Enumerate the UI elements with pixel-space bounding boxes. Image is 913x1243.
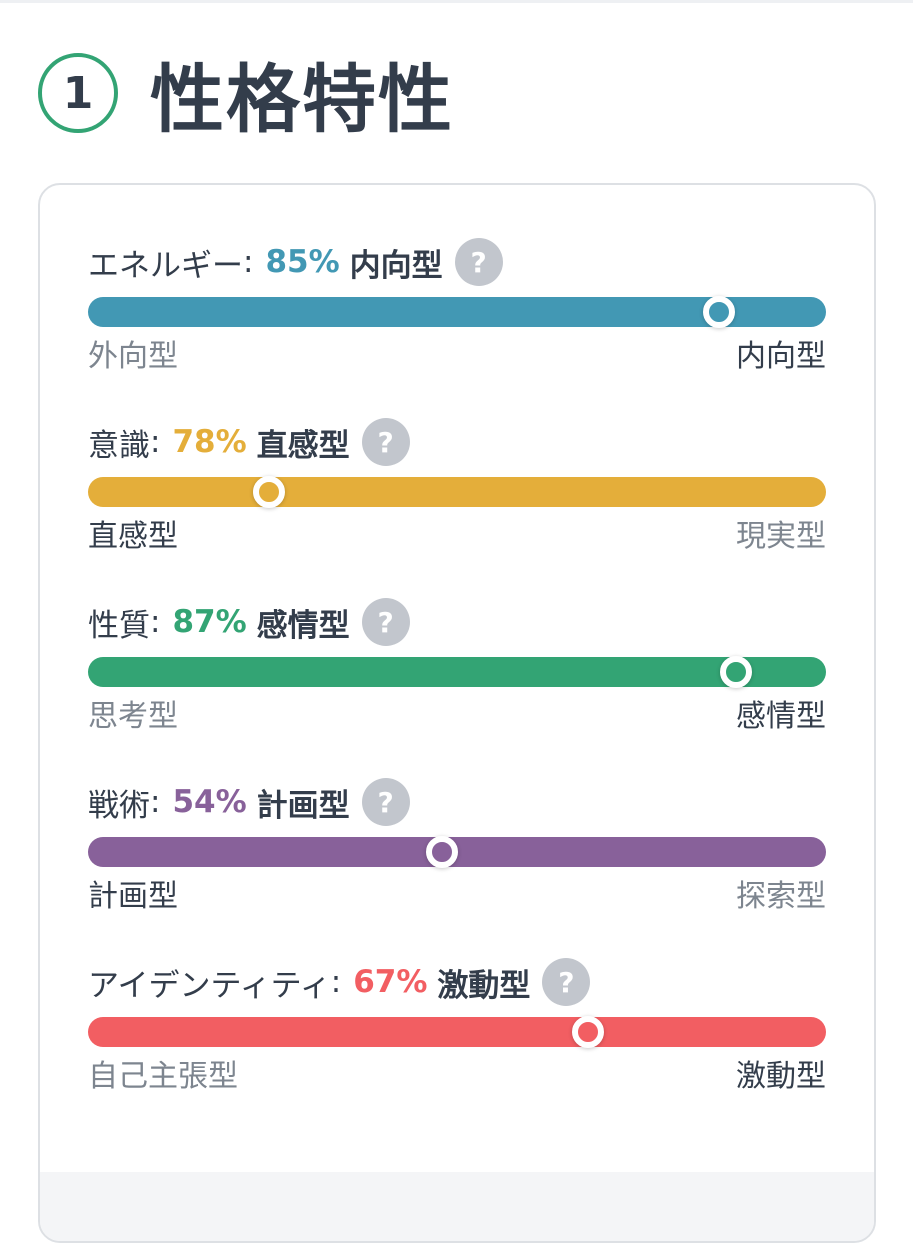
question-mark-icon[interactable]: ? bbox=[361, 598, 410, 646]
trait-bar bbox=[88, 656, 826, 688]
right-pole-label: 感情型 bbox=[736, 699, 826, 734]
trait-heading: アイデンティティ: 67% 激動型 ? bbox=[88, 957, 591, 1007]
trait-name: 戦術 bbox=[88, 787, 150, 824]
question-mark-icon[interactable]: ? bbox=[361, 778, 410, 826]
left-pole-label: 外向型 bbox=[88, 339, 178, 374]
trait-colon: : bbox=[330, 964, 342, 1000]
trait-result: 計画型 bbox=[256, 787, 350, 824]
trait-nature: 性質: 87% 感情型 ? 思考型 感情型 bbox=[88, 597, 826, 757]
trait-mind: 意識: 78% 直感型 ? 直感型 現実型 bbox=[88, 417, 826, 577]
trait-knob[interactable] bbox=[252, 476, 285, 508]
trait-colon: : bbox=[243, 244, 254, 280]
right-pole-label: 内向型 bbox=[736, 339, 826, 374]
trait-bar bbox=[88, 1016, 826, 1048]
trait-heading: 戦術: 54% 計画型 ? bbox=[88, 777, 410, 827]
trait-name: 意識 bbox=[88, 427, 150, 464]
trait-bar bbox=[88, 836, 826, 868]
question-mark-icon[interactable]: ? bbox=[361, 418, 410, 466]
right-pole-label: 探索型 bbox=[736, 879, 826, 914]
right-pole-label: 激動型 bbox=[736, 1059, 826, 1094]
trait-percent: 67% bbox=[353, 964, 428, 1000]
trait-knob[interactable] bbox=[719, 656, 752, 688]
trait-name: 性質 bbox=[88, 607, 150, 644]
trait-colon: : bbox=[150, 784, 161, 820]
trait-name: エネルギー bbox=[88, 247, 243, 284]
trait-heading: 意識: 78% 直感型 ? bbox=[88, 417, 410, 467]
step-number-badge: 1 bbox=[38, 53, 118, 133]
trait-knob[interactable] bbox=[426, 836, 459, 868]
trait-name: アイデンティティ bbox=[88, 967, 331, 1004]
top-divider bbox=[0, 0, 913, 3]
question-mark-icon[interactable]: ? bbox=[542, 958, 591, 1006]
left-pole-label: 計画型 bbox=[88, 879, 178, 914]
trait-result: 感情型 bbox=[256, 607, 350, 644]
trait-identity: アイデンティティ: 67% 激動型 ? 自己主張型 激動型 bbox=[88, 957, 826, 1117]
trait-percent: 87% bbox=[172, 604, 247, 640]
trait-knob[interactable] bbox=[702, 296, 735, 328]
question-mark-icon[interactable]: ? bbox=[454, 238, 503, 286]
trait-result: 内向型 bbox=[349, 247, 443, 284]
left-pole-label: 自己主張型 bbox=[88, 1059, 238, 1094]
left-pole-label: 直感型 bbox=[88, 519, 178, 554]
trait-percent: 78% bbox=[172, 424, 247, 460]
trait-bar bbox=[88, 296, 826, 328]
traits-card: エネルギー: 85% 内向型 ? 外向型 内向型 意識: 78% 直感型 ? 直… bbox=[38, 183, 876, 1243]
trait-heading: エネルギー: 85% 内向型 ? bbox=[88, 237, 503, 287]
section-header: 1 性格特性 bbox=[38, 48, 454, 143]
trait-knob[interactable] bbox=[571, 1016, 604, 1048]
trait-percent: 54% bbox=[172, 784, 247, 820]
trait-tactics: 戦術: 54% 計画型 ? 計画型 探索型 bbox=[88, 777, 826, 937]
page-title: 性格特性 bbox=[150, 56, 454, 143]
trait-colon: : bbox=[150, 424, 161, 460]
trait-bar bbox=[88, 476, 826, 508]
trait-energy: エネルギー: 85% 内向型 ? 外向型 内向型 bbox=[88, 237, 826, 397]
trait-heading: 性質: 87% 感情型 ? bbox=[88, 597, 410, 647]
left-pole-label: 思考型 bbox=[88, 699, 178, 734]
trait-percent: 85% bbox=[265, 244, 340, 280]
trait-colon: : bbox=[150, 604, 161, 640]
trait-result: 激動型 bbox=[437, 967, 531, 1004]
right-pole-label: 現実型 bbox=[736, 519, 826, 554]
card-footer-strip bbox=[40, 1172, 874, 1241]
trait-result: 直感型 bbox=[256, 427, 350, 464]
